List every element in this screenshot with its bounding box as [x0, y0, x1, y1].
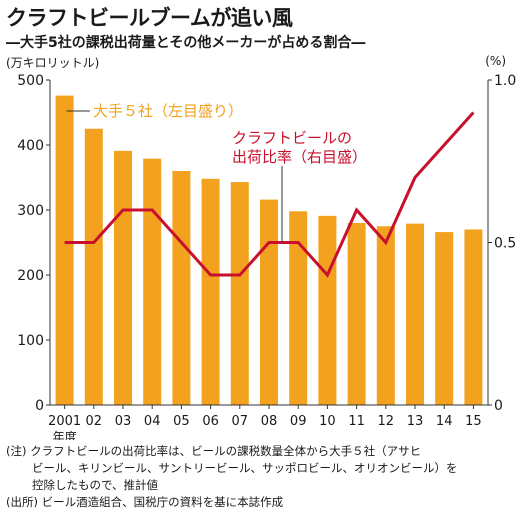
x-tick-label-2001: 2001	[48, 414, 81, 429]
bar-2001	[55, 95, 74, 405]
bar-09	[289, 211, 308, 405]
source-line: (出所) ビール酒造組合、国税庁の資料を基に本誌作成	[6, 495, 284, 509]
x-tick-label-08: 08	[261, 414, 278, 429]
left-tick-label-300: 300	[17, 203, 44, 219]
right-tick-label-1.0: 1.0	[494, 73, 516, 89]
chart-axes: 0 100 200 300 400 500 0 0.5 1.0 2001 02 03 04 05 06 07 0…	[17, 73, 516, 440]
x-tick-label-09: 09	[290, 414, 307, 429]
chart-canvas: 0 100 200 300 400 500 0 0.5 1.0 2001 02 03 04 05 06 07 0…	[17, 73, 516, 440]
x-tick-label-15: 15	[465, 414, 482, 429]
bar-03	[114, 150, 132, 405]
bar-04	[143, 158, 162, 405]
bar-02	[84, 128, 103, 405]
note-line-3: 控除したもので、推計値	[32, 478, 159, 492]
bar-series	[55, 95, 483, 405]
bar-15	[464, 229, 483, 405]
x-tick-label-13: 13	[407, 414, 424, 429]
x-tick-label-04: 04	[144, 414, 161, 429]
x-axis-year-suffix: 年度	[53, 429, 77, 440]
x-tick-label-10: 10	[319, 414, 336, 429]
x-tick-label-11: 11	[348, 414, 365, 429]
line-series-label-2: 出荷比率（右目盛）	[232, 148, 367, 166]
bar-13	[406, 223, 424, 405]
right-tick-label-0: 0	[494, 398, 503, 414]
notes-block: (注) クラフトビールの出荷比率は、ビールの課税数量全体から大手５社（アサヒ ビ…	[6, 443, 516, 511]
right-tick-label-0.5: 0.5	[494, 236, 516, 252]
bar-series-label: 大手５社（左目盛り）	[93, 102, 243, 120]
ratio-line	[64, 111, 475, 278]
x-tick-label-06: 06	[202, 414, 219, 429]
bar-11	[347, 223, 366, 405]
line-series-label-1: クラフトビールの	[232, 129, 352, 147]
x-tick-label-03: 03	[115, 414, 132, 429]
left-tick-label-400: 400	[17, 138, 44, 154]
note-line-2: ビール、キリンビール、サントリービール、サッポロビール、オリオンビール）を	[32, 461, 458, 475]
note-line-1: (注) クラフトビールの出荷比率は、ビールの課税数量全体から大手５社（アサヒ	[6, 444, 422, 458]
bar-07	[230, 182, 249, 405]
bar-08	[260, 199, 278, 405]
left-tick-label-0: 0	[35, 398, 44, 414]
left-tick-label-100: 100	[17, 333, 44, 349]
x-tick-label-05: 05	[173, 414, 190, 429]
bar-06	[201, 178, 220, 405]
line-series	[64, 111, 475, 278]
series-labels: 大手５社（左目盛り） クラフトビールの出荷比率（右目盛）	[66, 102, 367, 243]
bar-14	[435, 232, 454, 405]
x-tick-label-14: 14	[436, 414, 453, 429]
bar-12	[376, 226, 395, 405]
x-tick-label-12: 12	[378, 414, 395, 429]
right-axis-unit: (%)	[485, 54, 506, 68]
chart-title: クラフトビールブームが追い風	[6, 6, 293, 30]
bar-10	[318, 215, 337, 405]
x-tick-label-02: 02	[86, 414, 103, 429]
bar-05	[172, 171, 191, 405]
chart-subtitle: ―大手5社の課税出荷量とその他メーカーが占める割合―	[6, 35, 366, 51]
left-axis-unit: (万キロリットル)	[6, 56, 100, 70]
left-tick-label-500: 500	[17, 73, 44, 89]
x-tick-label-07: 07	[232, 414, 249, 429]
left-tick-label-200: 200	[17, 268, 44, 284]
